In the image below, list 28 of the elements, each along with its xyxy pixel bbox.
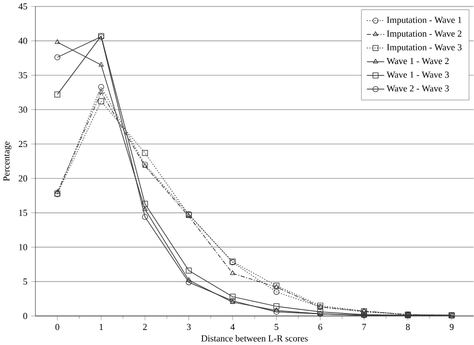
x-tick-label: 3 (186, 324, 191, 330)
legend-label: Wave 1 - Wave 2 (386, 58, 449, 64)
y-tick-label: 15 (19, 210, 28, 216)
y-axis-title: Percentage (3, 142, 12, 182)
x-tick-label: 5 (274, 324, 278, 330)
x-tick-label: 2 (143, 324, 147, 330)
legend-label: Imputation - Wave 1 (386, 16, 462, 25)
x-tick-label: 1 (100, 324, 103, 330)
x-tick-label: 7 (362, 324, 366, 330)
x-tick-label: 9 (450, 324, 454, 330)
y-tick-label: 5 (23, 278, 28, 285)
y-tick-label: 10 (19, 244, 28, 250)
y-tick-label: 35 (18, 72, 28, 78)
y-tick-label: 40 (18, 38, 28, 44)
x-tick-label: 0 (55, 324, 60, 330)
legend-label: Wave 2 - Wave 3 (386, 85, 449, 92)
x-tick-label: 6 (318, 324, 322, 330)
y-tick-label: 20 (18, 175, 28, 182)
legend-label: Wave 1 - Wave 3 (386, 72, 449, 78)
y-tick-label: 0 (23, 312, 28, 320)
x-tick-label: 4 (230, 324, 235, 330)
x-axis-title: Distance between L-R scores (201, 335, 308, 342)
y-tick-label: 30 (18, 106, 28, 113)
legend-label: Imputation - Wave 3 (386, 44, 462, 52)
y-tick-label: 25 (18, 141, 28, 148)
y-tick-label: 45 (18, 3, 28, 10)
legend-label: Imputation - Wave 2 (386, 30, 462, 39)
x-tick-label: 8 (406, 324, 410, 330)
